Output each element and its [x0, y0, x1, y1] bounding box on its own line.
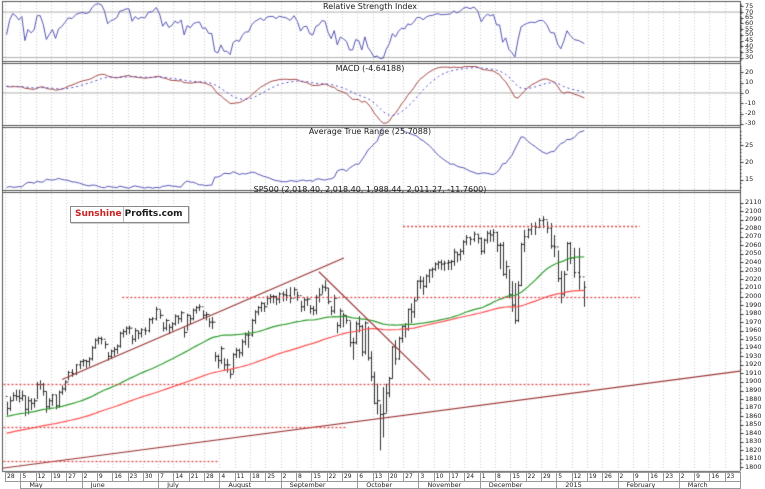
- sunshineprofits-logo: Sunshine Profits.com: [70, 206, 189, 223]
- rsi-panel-title: Relative Strength Index: [323, 2, 417, 11]
- price-panel-title: SP500 (2,018.40, 2,018.40, 1,988.44, 2,0…: [253, 185, 487, 194]
- y-tick-label: 2110: [745, 198, 762, 207]
- month-label-box: September: [280, 481, 359, 489]
- month-label-box: May: [20, 481, 83, 489]
- month-label-box: 2015: [556, 481, 619, 489]
- y-tick-label: 2030: [745, 266, 762, 275]
- month-label-box: August: [219, 481, 282, 489]
- y-tick-label: 2000: [745, 292, 762, 301]
- y-tick-label: 20: [745, 67, 754, 76]
- y-tick-label: 1900: [745, 377, 762, 386]
- y-tick-label: 1850: [745, 420, 762, 429]
- y-tick-label: 1890: [745, 386, 762, 395]
- y-tick-label: 0: [745, 88, 750, 97]
- y-tick-label: 1950: [745, 334, 762, 343]
- y-tick-label: 70: [745, 7, 754, 16]
- y-tick-label: 30: [745, 53, 754, 62]
- logo-text-profits: Profits.com: [122, 207, 188, 222]
- y-tick-label: 2070: [745, 232, 762, 241]
- y-tick-label: 2040: [745, 257, 762, 266]
- month-label-box: March: [678, 481, 741, 489]
- y-tick-label: 25: [745, 140, 754, 149]
- y-tick-label: 60: [745, 18, 754, 27]
- y-tick-label: 50: [745, 30, 754, 39]
- y-tick-label: 1880: [745, 394, 762, 403]
- y-tick-label: 1830: [745, 437, 762, 446]
- month-label-box: February: [617, 481, 680, 489]
- month-label-box: November: [418, 481, 481, 489]
- y-tick-label: 10: [745, 78, 754, 87]
- y-tick-label: 1990: [745, 300, 762, 309]
- y-tick-label: -20: [745, 109, 756, 118]
- month-label-box: June: [81, 481, 160, 489]
- y-tick-label: -30: [745, 119, 756, 128]
- y-tick-label: 1860: [745, 411, 762, 420]
- y-tick-label: 2080: [745, 223, 762, 232]
- atr-panel-title: Average True Range (25.7088): [308, 127, 432, 136]
- y-tick-label: 45: [745, 36, 754, 45]
- y-tick-label: 1970: [745, 317, 762, 326]
- y-tick-label: 40: [745, 41, 754, 50]
- month-label-box: October: [357, 481, 420, 489]
- week-label-box: 28: [5, 472, 22, 482]
- logo-text-sunshine: Sunshine: [75, 209, 122, 219]
- y-tick-label: 2010: [745, 283, 762, 292]
- y-tick-label: 2060: [745, 240, 762, 249]
- y-tick-label: 1940: [745, 343, 762, 352]
- macd-panel-title: MACD (-4.64188): [335, 64, 405, 73]
- y-tick-label: 1840: [745, 428, 762, 437]
- y-tick-label: 1920: [745, 360, 762, 369]
- y-tick-label: 35: [745, 47, 754, 56]
- y-tick-label: 1870: [745, 403, 762, 412]
- y-tick-label: 2090: [745, 215, 762, 224]
- y-tick-label: 75: [745, 1, 754, 10]
- y-tick-label: 55: [745, 24, 754, 33]
- month-label-box: December: [479, 481, 558, 489]
- y-tick-label: 1910: [745, 368, 762, 377]
- y-tick-label: 1820: [745, 445, 762, 454]
- y-tick-label: 1980: [745, 309, 762, 318]
- y-tick-label: 20: [745, 157, 754, 166]
- y-tick-label: -10: [745, 98, 756, 107]
- y-tick-label: 1960: [745, 326, 762, 335]
- y-tick-label: 1930: [745, 351, 762, 360]
- y-tick-label: 15: [745, 175, 754, 184]
- y-tick-label: 1800: [745, 462, 762, 471]
- y-tick-label: 2020: [745, 274, 762, 283]
- y-tick-label: 2050: [745, 249, 762, 258]
- y-tick-label: 65: [745, 13, 754, 22]
- y-tick-label: 2100: [745, 206, 762, 215]
- y-tick-label: 1810: [745, 454, 762, 463]
- month-label-box: July: [158, 481, 221, 489]
